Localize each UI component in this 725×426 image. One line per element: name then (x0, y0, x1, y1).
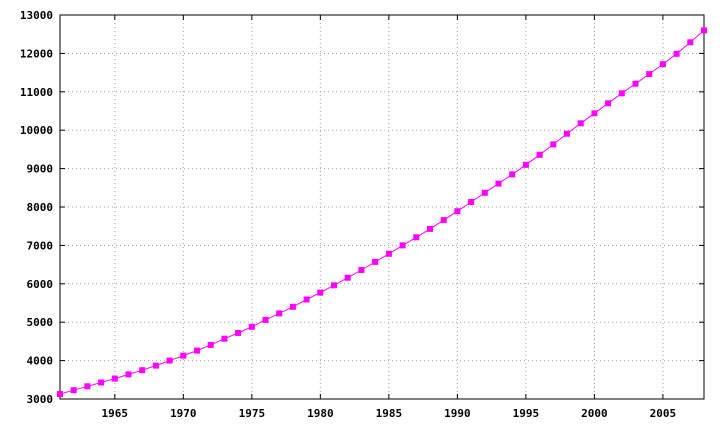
x-tick-label: 1975 (239, 407, 266, 420)
data-point (221, 335, 228, 342)
data-point (509, 171, 516, 178)
data-point (289, 303, 296, 310)
data-point (180, 352, 187, 359)
grid (60, 14, 704, 400)
data-point (358, 267, 365, 273)
x-tick-label: 1965 (102, 407, 129, 420)
data-point (317, 289, 324, 296)
data-point (139, 367, 146, 374)
data-point (344, 274, 351, 281)
data-point (495, 180, 502, 187)
x-tick-label: 1970 (170, 407, 197, 420)
x-tick-label: 1980 (307, 407, 334, 420)
data-point (632, 80, 639, 87)
data-point (166, 357, 173, 364)
x-tick-label: 2000 (581, 407, 608, 420)
data-point (454, 208, 461, 215)
y-axis-tick-labels: 3000 4000 5000 6000 7000 8000 9000 10000 11000 12… (20, 9, 53, 406)
data-point (84, 383, 91, 390)
data-point (262, 316, 269, 323)
data-point (248, 323, 255, 330)
data-point (385, 250, 392, 257)
y-tick-label: 4000 (27, 355, 54, 368)
data-point (659, 61, 666, 68)
y-tick-label: 5000 (27, 316, 54, 329)
y-tick-label: 7000 (27, 239, 54, 252)
data-point (57, 391, 63, 397)
x-tick-label: 1985 (376, 407, 403, 420)
series-layer (57, 27, 707, 397)
data-point (481, 189, 488, 196)
plot-frame (59, 14, 705, 400)
data-point (207, 341, 214, 348)
data-point (235, 330, 242, 336)
data-point (522, 161, 529, 168)
y-tick-label: 8000 (27, 201, 54, 214)
x-tick-label: 2005 (650, 407, 677, 420)
data-point (605, 100, 612, 107)
data-point (331, 282, 337, 289)
data-point (577, 120, 584, 127)
data-point (687, 39, 694, 46)
data-point (440, 217, 447, 224)
y-tick-label: 6000 (27, 278, 54, 291)
data-point (413, 234, 420, 241)
data-point (399, 242, 406, 249)
series-line (59, 30, 705, 395)
data-point (564, 130, 570, 137)
data-point (673, 50, 680, 57)
data-point (701, 27, 707, 34)
y-tick-label: 10000 (20, 124, 53, 137)
data-point (550, 141, 557, 148)
y-tick-label: 11000 (20, 86, 53, 99)
data-point (276, 310, 283, 317)
x-tick-label: 1990 (444, 407, 471, 420)
data-point (591, 110, 598, 117)
data-point (194, 347, 200, 354)
y-tick-label: 13000 (20, 9, 53, 22)
axis-ticks (60, 14, 704, 400)
data-point (152, 362, 159, 369)
data-point (646, 71, 653, 78)
data-point (372, 258, 379, 265)
data-point (427, 225, 433, 232)
y-tick-label: 9000 (27, 163, 54, 176)
y-tick-label: 3000 (27, 393, 54, 406)
data-point (125, 371, 132, 378)
data-point (618, 90, 625, 97)
data-point (111, 375, 118, 382)
data-point (468, 199, 475, 205)
x-tick-label: 1995 (513, 407, 540, 420)
data-point (303, 296, 310, 303)
y-tick-label: 12000 (20, 47, 53, 60)
x-axis-tick-labels: 1965 1970 1975 1980 1985 1990 1995 2000 2005 (102, 407, 677, 420)
data-point (70, 387, 77, 394)
data-point (98, 379, 105, 386)
data-point (536, 151, 543, 158)
